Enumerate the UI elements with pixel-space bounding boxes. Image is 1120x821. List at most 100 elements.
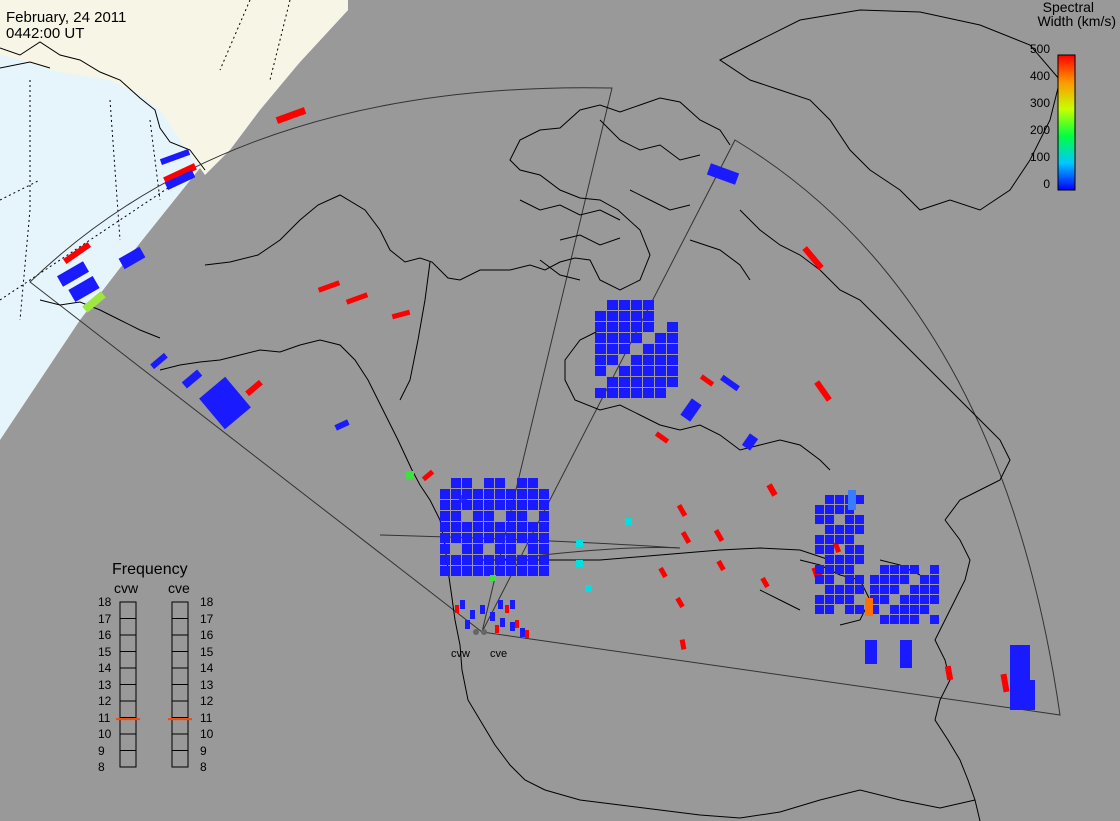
echo-cell xyxy=(825,515,834,524)
echo-cell xyxy=(930,595,939,604)
echo-cell xyxy=(825,505,834,514)
echo-cell xyxy=(1015,680,1035,710)
coast-alaska-south xyxy=(159,339,546,791)
echo-cell xyxy=(440,511,450,521)
echo-cell xyxy=(539,566,549,576)
echo-cell xyxy=(517,522,527,532)
echo-cell xyxy=(484,478,494,488)
echo-cell xyxy=(159,149,191,165)
echo-cell xyxy=(802,246,824,270)
echo-cell xyxy=(506,500,516,510)
radar-site-cve xyxy=(481,629,487,635)
echo-cell xyxy=(848,490,856,510)
echo-cell xyxy=(835,495,844,504)
colorbar-tick-label: 0 xyxy=(1043,177,1050,191)
freq-tick-label: 16 xyxy=(200,628,214,642)
echo-cell xyxy=(473,533,483,543)
echo-cell xyxy=(679,639,687,650)
echo-cell xyxy=(825,585,834,594)
echo-cell xyxy=(421,469,435,482)
echo-cell xyxy=(845,605,854,614)
echo-cell xyxy=(675,596,685,609)
fov-inner-arc-2 xyxy=(499,547,681,561)
echo-cell xyxy=(619,377,630,387)
echo-cell xyxy=(619,322,630,332)
echo-cell xyxy=(490,575,496,581)
echo-cell xyxy=(900,615,909,624)
echo-cell xyxy=(855,525,864,534)
echo-cell xyxy=(460,600,465,609)
echo-cell xyxy=(539,533,549,543)
echo-cell xyxy=(607,377,618,387)
echo-cell xyxy=(607,322,618,332)
echo-cell xyxy=(815,565,824,574)
colorbar-title-line2: Width (km/s) xyxy=(1037,13,1116,29)
echo-cell xyxy=(391,309,411,320)
echo-cell xyxy=(510,622,515,631)
radar-site-cvw xyxy=(473,629,479,635)
echo-cell xyxy=(440,533,450,543)
day-region-land xyxy=(0,0,348,175)
echo-cell xyxy=(900,565,909,574)
echo-cell xyxy=(855,575,864,584)
echo-cell xyxy=(643,344,654,354)
echo-cell xyxy=(462,544,472,554)
echo-cell xyxy=(484,500,494,510)
echo-cell xyxy=(619,366,630,376)
echo-cell xyxy=(517,533,527,543)
echo-cell xyxy=(517,555,527,565)
border-canada-us xyxy=(482,547,831,561)
echo-cell xyxy=(576,540,583,547)
day-region-ocean xyxy=(0,0,348,440)
echo-cell xyxy=(631,355,642,365)
echo-cell xyxy=(595,355,606,365)
echo-cell xyxy=(619,388,630,398)
freq-tick-label: 14 xyxy=(200,661,214,675)
freq-tick-label: 17 xyxy=(200,611,214,626)
echo-cell xyxy=(539,555,549,565)
echo-cell xyxy=(528,478,538,488)
coast-labrador xyxy=(739,209,1011,521)
echo-cell xyxy=(619,344,630,354)
echo-cell xyxy=(345,292,369,305)
echo-cell xyxy=(495,625,499,633)
freq-tick-label: 18 xyxy=(200,595,214,609)
echo-cell xyxy=(855,605,864,614)
echo-cell xyxy=(462,533,472,543)
echo-cell xyxy=(440,500,450,510)
echo-cell xyxy=(406,471,414,479)
echo-cell xyxy=(890,585,899,594)
echo-cell xyxy=(845,535,854,544)
echo-cell xyxy=(473,500,483,510)
echo-cell xyxy=(495,478,505,488)
echo-cell xyxy=(595,366,606,376)
echo-cell xyxy=(870,605,879,614)
echo-cell xyxy=(699,374,715,387)
echo-cell xyxy=(631,322,642,332)
echo-cell xyxy=(525,630,529,638)
echo-cell xyxy=(528,555,538,565)
echo-cell xyxy=(440,544,450,554)
echo-cell xyxy=(845,515,854,524)
echo-cell xyxy=(462,566,472,576)
echo-cell xyxy=(506,533,516,543)
echo-cell xyxy=(576,560,583,567)
echo-cell xyxy=(825,565,834,574)
radar-echoes xyxy=(57,107,1035,710)
freq-tick-label: 14 xyxy=(98,661,112,675)
echo-cell xyxy=(62,241,92,265)
echo-cell xyxy=(539,500,549,510)
echo-cell xyxy=(845,545,854,554)
echo-cell xyxy=(500,618,505,627)
freq-tick-label: 9 xyxy=(200,743,207,758)
colorbar-tick-label: 400 xyxy=(1029,69,1050,83)
echo-cell xyxy=(910,615,919,624)
frequency-panel-bars xyxy=(116,601,192,768)
echo-cell xyxy=(462,555,472,565)
echo-cell xyxy=(520,628,525,637)
echo-cell xyxy=(517,500,527,510)
echo-cell xyxy=(900,595,909,604)
echo-cell xyxy=(595,333,606,343)
political-borders xyxy=(399,261,831,561)
